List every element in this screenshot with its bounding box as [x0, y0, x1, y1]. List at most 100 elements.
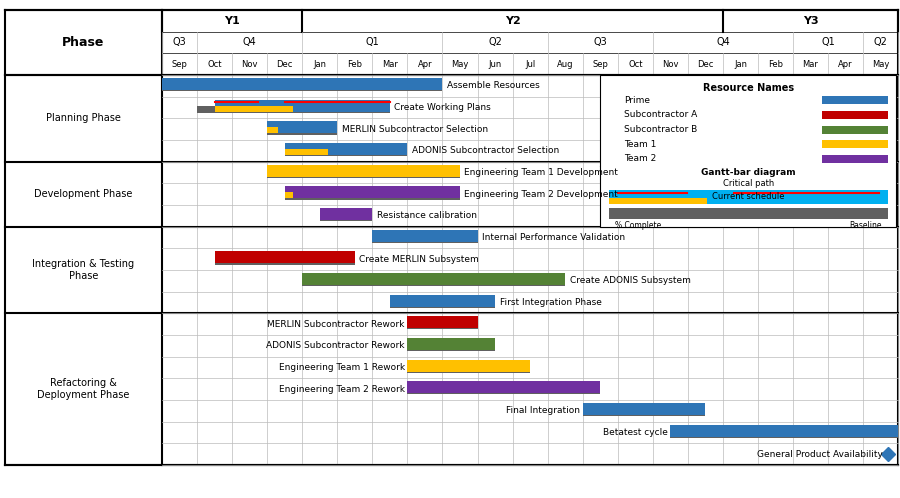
Text: Y2: Y2 [505, 16, 520, 26]
Text: Jan: Jan [313, 60, 327, 69]
Bar [408, 316, 478, 328]
Text: MERLIN Subcontractor Rework: MERLIN Subcontractor Rework [267, 320, 405, 329]
Bar [284, 150, 408, 156]
Bar [373, 237, 478, 243]
Bar [267, 165, 460, 177]
Text: Q3: Q3 [593, 37, 608, 47]
Bar [408, 345, 495, 351]
Text: Dec: Dec [698, 60, 714, 69]
Text: Oct: Oct [207, 60, 221, 69]
Bar [582, 403, 706, 415]
Text: Baseline: Baseline [849, 221, 882, 230]
Text: Dec: Dec [276, 60, 292, 69]
Bar [408, 381, 600, 393]
Bar [162, 78, 443, 90]
Text: Development Phase: Development Phase [34, 189, 132, 199]
Text: Current schedule: Current schedule [712, 192, 785, 201]
Bar [609, 198, 706, 204]
Text: Team 2: Team 2 [624, 154, 656, 163]
Bar [267, 122, 338, 133]
Bar [823, 140, 887, 148]
Text: Sep: Sep [592, 60, 608, 69]
Bar [408, 323, 478, 330]
Text: Engineering Team 1 Rework: Engineering Team 1 Rework [279, 363, 405, 372]
Bar [284, 192, 293, 198]
Text: Subcontractor A: Subcontractor A [624, 111, 698, 120]
Bar [823, 111, 887, 119]
Text: Refactoring &
Deployment Phase: Refactoring & Deployment Phase [37, 378, 130, 400]
Text: Team 1: Team 1 [624, 139, 656, 148]
Bar [320, 208, 373, 220]
Text: Apr: Apr [418, 60, 432, 69]
Text: Apr: Apr [838, 60, 853, 69]
Text: Nov: Nov [662, 60, 679, 69]
Text: Feb: Feb [768, 60, 783, 69]
Bar [408, 388, 600, 394]
Text: Integration & Testing
Phase: Integration & Testing Phase [32, 259, 134, 281]
Text: Final Integration: Final Integration [506, 406, 580, 415]
Bar [197, 107, 390, 113]
Bar [214, 258, 355, 264]
Text: Prime: Prime [624, 96, 650, 105]
Bar [214, 100, 390, 112]
Bar [284, 143, 408, 155]
Text: Y1: Y1 [224, 16, 240, 26]
Bar [267, 127, 278, 133]
Bar [823, 155, 887, 163]
Text: ADONIS Subcontractor Rework: ADONIS Subcontractor Rework [266, 341, 405, 350]
Text: Planning Phase: Planning Phase [46, 113, 121, 124]
Bar [302, 273, 565, 285]
Bar [267, 171, 460, 178]
Bar [670, 425, 898, 437]
Text: % Complete: % Complete [615, 221, 662, 230]
Text: Y3: Y3 [803, 16, 818, 26]
Text: MERLIN Subcontractor Selection: MERLIN Subcontractor Selection [342, 124, 488, 133]
Text: Q2: Q2 [488, 37, 502, 47]
Text: Engineering Team 2 Development: Engineering Team 2 Development [464, 190, 618, 199]
Text: Subcontractor B: Subcontractor B [624, 125, 698, 134]
Bar [162, 85, 443, 91]
Text: Betatest cycle: Betatest cycle [603, 428, 668, 437]
Text: Sep: Sep [172, 60, 187, 69]
Text: First Integration Phase: First Integration Phase [500, 298, 601, 307]
Bar [214, 251, 355, 263]
Bar [823, 97, 887, 105]
Bar [214, 106, 293, 112]
Text: Q4: Q4 [716, 37, 730, 47]
Text: May: May [872, 60, 889, 69]
Bar [408, 360, 530, 372]
Bar [390, 301, 495, 308]
Text: Assemble Resources: Assemble Resources [447, 81, 540, 90]
Text: Critical path: Critical path [723, 179, 774, 188]
Text: Phase: Phase [62, 36, 104, 49]
Text: Feb: Feb [347, 60, 363, 69]
Bar [408, 367, 530, 373]
Text: May: May [451, 60, 469, 69]
Bar [284, 193, 460, 200]
Bar [823, 125, 887, 133]
Bar [320, 215, 373, 221]
Bar [600, 75, 896, 227]
Bar [302, 280, 565, 286]
Text: ADONIS Subcontractor Selection: ADONIS Subcontractor Selection [412, 146, 559, 155]
Bar [390, 295, 495, 307]
Text: Mar: Mar [382, 60, 398, 69]
Bar [284, 186, 460, 198]
Text: Internal Performance Validation: Internal Performance Validation [482, 233, 626, 242]
Text: Create ADONIS Subsystem: Create ADONIS Subsystem [570, 276, 690, 285]
Text: Resource Names: Resource Names [703, 83, 794, 93]
Text: Mar: Mar [803, 60, 818, 69]
Text: Gantt-bar diagram: Gantt-bar diagram [701, 168, 796, 177]
Bar [670, 431, 898, 438]
Bar [609, 208, 887, 219]
Bar [609, 190, 887, 204]
Text: General Product Availability: General Product Availability [757, 450, 883, 459]
Bar [582, 410, 706, 416]
Text: Engineering Team 2 Rework: Engineering Team 2 Rework [279, 384, 405, 393]
Text: Engineering Team 1 Development: Engineering Team 1 Development [464, 168, 618, 177]
Text: Jan: Jan [734, 60, 747, 69]
Text: Q4: Q4 [243, 37, 256, 47]
Text: Create MERLIN Subsystem: Create MERLIN Subsystem [359, 254, 479, 263]
Text: Resistance calibration: Resistance calibration [377, 211, 477, 220]
Bar [267, 128, 338, 134]
